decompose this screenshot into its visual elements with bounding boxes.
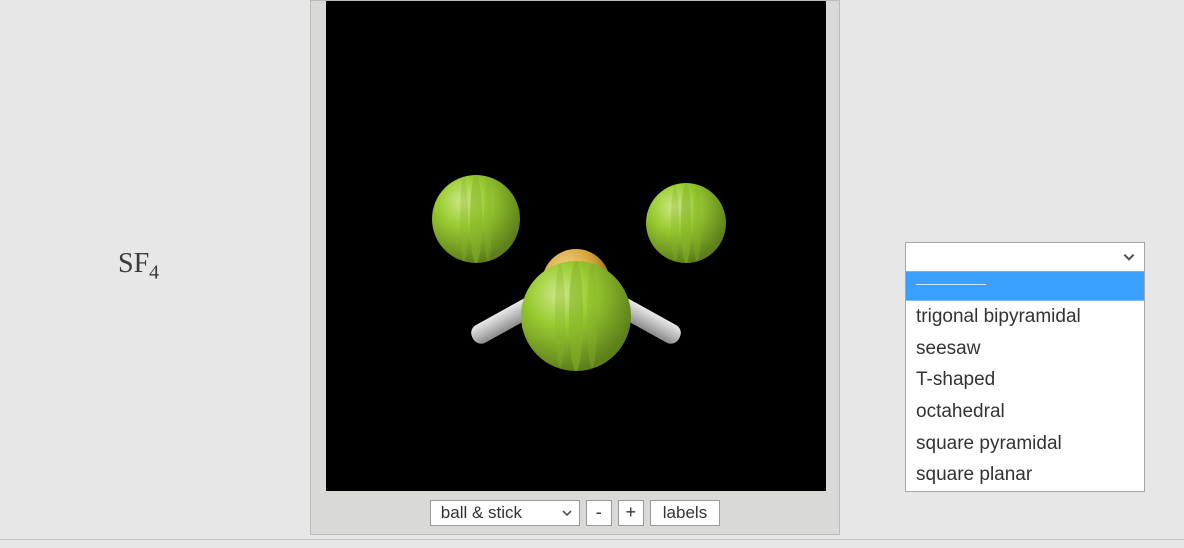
chevron-down-icon <box>561 507 573 519</box>
geometry-answer: trigonal bipyramidalseesawT-shapedoctahe… <box>905 242 1145 492</box>
molecule-viewer-canvas[interactable] <box>326 1 826 491</box>
geometry-option[interactable] <box>906 272 1144 301</box>
divider <box>0 539 1184 540</box>
formula-subscript: 4 <box>149 262 159 284</box>
molecule-viewer-frame: ball & stick - + labels <box>310 0 840 535</box>
render-style-label: ball & stick <box>441 503 522 523</box>
zoom-in-button[interactable]: + <box>618 500 644 526</box>
molecule-svg <box>326 1 826 491</box>
geometry-option[interactable]: square pyramidal <box>906 428 1144 460</box>
geometry-option[interactable]: square planar <box>906 459 1144 491</box>
labels-button[interactable]: labels <box>650 500 720 526</box>
chevron-down-icon <box>1122 250 1136 264</box>
molecule-formula: SF4 <box>118 248 159 285</box>
geometry-options-list: trigonal bipyramidalseesawT-shapedoctahe… <box>905 272 1145 492</box>
minus-icon: - <box>596 502 602 523</box>
geometry-option[interactable]: octahedral <box>906 396 1144 428</box>
labels-button-text: labels <box>663 503 707 523</box>
atom-fluorine-front <box>521 261 631 371</box>
geometry-option[interactable]: trigonal bipyramidal <box>906 301 1144 333</box>
geometry-select[interactable] <box>905 242 1145 272</box>
plus-icon: + <box>626 502 637 523</box>
formula-base: SF <box>118 248 149 279</box>
viewer-toolbar: ball & stick - + labels <box>311 491 839 534</box>
geometry-option[interactable]: T-shaped <box>906 364 1144 396</box>
render-style-select[interactable]: ball & stick <box>430 500 580 526</box>
atom-fluorine-right <box>646 183 726 263</box>
atom-fluorine-left <box>432 175 520 263</box>
geometry-option[interactable]: seesaw <box>906 333 1144 365</box>
zoom-out-button[interactable]: - <box>586 500 612 526</box>
